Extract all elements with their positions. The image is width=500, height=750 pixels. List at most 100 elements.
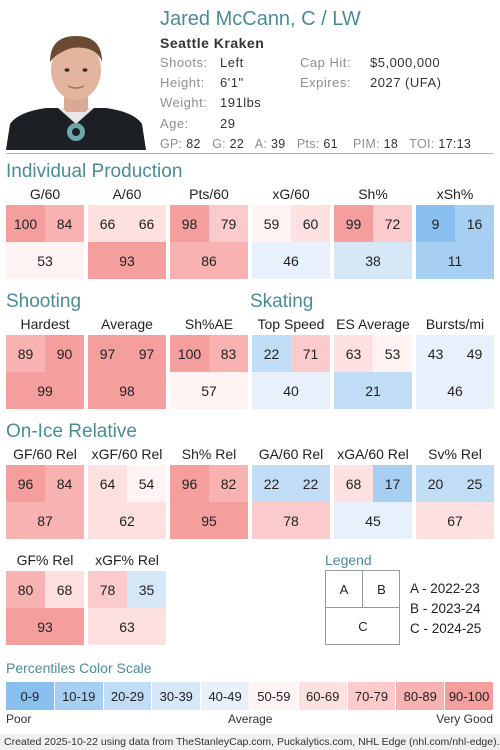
- season-b-value: 68: [45, 571, 84, 608]
- metric-title: xSh%: [436, 186, 474, 202]
- metric-pts60: Pts/60 98 79 86: [170, 183, 248, 279]
- cap-info: Cap Hit:: [300, 55, 351, 70]
- metric-g60: G/60 100 84 53: [6, 183, 84, 279]
- season-a-value: 99: [334, 205, 373, 242]
- metric-sh-rel: Sh% Rel 96 82 95: [170, 443, 248, 539]
- metric-title: xG/60: [272, 186, 310, 202]
- scale-bin: 10-19: [54, 682, 104, 710]
- expires-value: 2027 (UFA): [370, 75, 442, 90]
- season-b-value: 79: [209, 205, 248, 242]
- scale-bin: 80-89: [396, 682, 446, 710]
- season-b-value: 84: [45, 465, 84, 502]
- season-c-value: 87: [6, 502, 84, 539]
- metric-title: xGA/60 Rel: [337, 446, 409, 462]
- season-b-value: 97: [127, 335, 166, 372]
- metric-xg60: xG/60 59 60 46: [252, 183, 330, 279]
- footer-credits: Created 2025-10-22 using data from TheSt…: [0, 734, 500, 750]
- season-a-value: 78: [88, 571, 127, 608]
- color-scale: 0-9 10-19 20-29 30-39 40-49 50-59 60-69 70-79 80…: [6, 682, 494, 710]
- season-b-value: 60: [291, 205, 330, 242]
- legend-a-text: A - 2022-23: [410, 581, 480, 596]
- season-c-value: 40: [252, 372, 330, 409]
- season-b-value: 16: [455, 205, 494, 242]
- metric-es-average: ES Average 63 53 21: [334, 313, 412, 409]
- section-skating: Skating: [250, 291, 314, 312]
- season-a-value: 9: [416, 205, 455, 242]
- season-b-value: 22: [291, 465, 330, 502]
- season-c-value: 78: [252, 502, 330, 539]
- divider: [6, 153, 494, 154]
- season-a-value: 43: [416, 335, 455, 372]
- color-scale-title: Percentiles Color Scale: [6, 660, 152, 676]
- metric-title: Pts/60: [189, 186, 229, 202]
- player-photo: [6, 24, 146, 150]
- season-a-value: 22: [252, 465, 291, 502]
- season-c-value: 62: [88, 502, 166, 539]
- scale-bin: 70-79: [347, 682, 397, 710]
- section-individual-production: Individual Production: [6, 161, 183, 182]
- scale-bin: 60-69: [298, 682, 348, 710]
- metric-title: Top Speed: [257, 316, 325, 332]
- metric-sh: Sh% 99 72 38: [334, 183, 412, 279]
- season-c-value: 93: [88, 242, 166, 279]
- season-a-value: 97: [88, 335, 127, 372]
- scale-bin: 0-9: [6, 682, 55, 710]
- metric-title: GF% Rel: [16, 552, 74, 568]
- scale-average-label: Average: [228, 712, 273, 726]
- section-on-ice-relative: On-Ice Relative: [6, 421, 137, 442]
- metric-title: Sh%: [358, 186, 388, 202]
- season-b-value: 90: [45, 335, 84, 372]
- metric-title: A/60: [112, 186, 142, 202]
- season-c-value: 95: [170, 502, 248, 539]
- metric-title: GA/60 Rel: [258, 446, 324, 462]
- season-b-value: 66: [127, 205, 166, 242]
- season-a-value: 96: [170, 465, 209, 502]
- season-b-value: 54: [127, 465, 166, 502]
- season-a-value: 59: [252, 205, 291, 242]
- season-b-value: 84: [45, 205, 84, 242]
- metric-shae: Sh%AE 100 83 57: [170, 313, 248, 409]
- legend-cell-b: B: [363, 571, 400, 608]
- metric-xsh: xSh% 9 16 11: [416, 183, 494, 279]
- season-b-value: 71: [291, 335, 330, 372]
- cap-value: $5,000,000: [370, 55, 441, 70]
- legend-c-text: C - 2024-25: [410, 621, 482, 636]
- season-b-value: 25: [455, 465, 494, 502]
- metric-title: Hardest: [20, 316, 70, 332]
- age-value: 29: [220, 116, 236, 131]
- season-c-value: 63: [88, 608, 166, 645]
- metric-bursts: Bursts/mi 43 49 46: [416, 313, 494, 409]
- metric-xgf-pct-rel: xGF% Rel 78 35 63: [88, 549, 166, 645]
- season-a-value: 64: [88, 465, 127, 502]
- season-c-value: 86: [170, 242, 248, 279]
- metric-gf-pct-rel: GF% Rel 80 68 93: [6, 549, 84, 645]
- season-a-value: 100: [6, 205, 45, 242]
- season-a-value: 89: [6, 335, 45, 372]
- season-a-value: 20: [416, 465, 455, 502]
- season-a-value: 68: [334, 465, 373, 502]
- legend-title: Legend: [325, 552, 372, 568]
- metric-xga60-rel: xGA/60 Rel 68 17 45: [334, 443, 412, 539]
- metric-gf60-rel: GF/60 Rel 96 84 87: [6, 443, 84, 539]
- weight-value: 191lbs: [220, 95, 262, 110]
- season-a-value: 66: [88, 205, 127, 242]
- shoots-value: Left: [220, 55, 244, 70]
- season-summary: GP: 82 G: 22 A: 39 Pts: 61 PIM: 18 TOI: …: [160, 137, 472, 151]
- season-a-value: 98: [170, 205, 209, 242]
- metric-a60: A/60 66 66 93: [88, 183, 166, 279]
- metric-xgf60-rel: xGF/60 Rel 64 54 62: [88, 443, 166, 539]
- weight-info: Weight:: [160, 95, 208, 110]
- season-c-value: 53: [6, 242, 84, 279]
- season-b-value: 53: [373, 335, 412, 372]
- height-info: Height:: [160, 75, 205, 90]
- legend-cell-a: A: [326, 571, 363, 608]
- metric-title: Average: [101, 316, 153, 332]
- season-c-value: 57: [170, 372, 248, 409]
- season-a-value: 63: [334, 335, 373, 372]
- legend-grid: A B C: [325, 570, 400, 645]
- season-b-value: 82: [209, 465, 248, 502]
- season-c-value: 45: [334, 502, 412, 539]
- scale-bin: 20-29: [103, 682, 153, 710]
- season-b-value: 17: [373, 465, 412, 502]
- season-c-value: 99: [6, 372, 84, 409]
